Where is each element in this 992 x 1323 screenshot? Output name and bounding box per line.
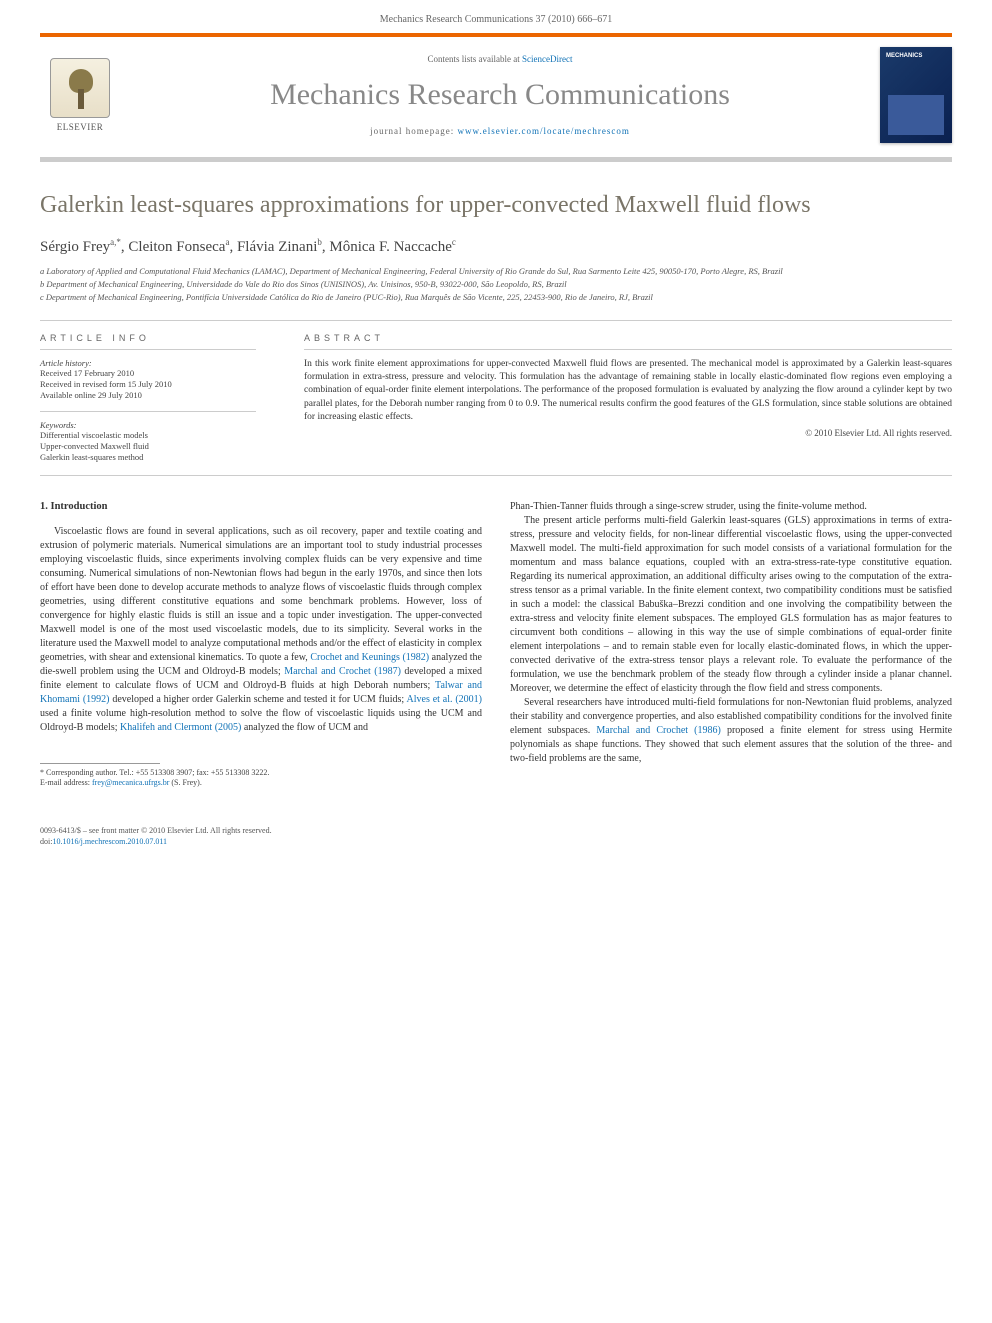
publisher-logo: ELSEVIER <box>40 50 120 140</box>
publisher-name: ELSEVIER <box>57 122 104 132</box>
contents-prefix: Contents lists available at <box>428 54 522 64</box>
abstract-column: ABSTRACT In this work finite element app… <box>280 333 952 463</box>
journal-homepage-link[interactable]: www.elsevier.com/locate/mechrescom <box>458 126 630 136</box>
keyword: Galerkin least-squares method <box>40 452 256 463</box>
elsevier-tree-icon <box>50 58 110 118</box>
author-list: Sérgio Freya,*, Cleiton Fonsecaa, Flávia… <box>40 237 952 256</box>
journal-cover-thumbnail <box>880 47 952 143</box>
footnote-separator <box>40 763 160 764</box>
email-label: E-mail address: <box>40 778 92 787</box>
section-heading: 1. Introduction <box>40 500 482 515</box>
info-divider <box>40 411 256 412</box>
article-title: Galerkin least-squares approximations fo… <box>40 192 952 219</box>
doi-label: doi: <box>40 837 52 846</box>
sciencedirect-link[interactable]: ScienceDirect <box>522 54 572 64</box>
keyword: Upper-convected Maxwell fluid <box>40 441 256 452</box>
abstract-heading: ABSTRACT <box>304 333 952 350</box>
article-info-heading: ARTICLE INFO <box>40 333 256 350</box>
affiliation: b Department of Mechanical Engineering, … <box>40 279 952 291</box>
email-suffix: (S. Frey). <box>169 778 201 787</box>
journal-center-block: Contents lists available at ScienceDirec… <box>136 54 864 136</box>
journal-homepage-line: journal homepage: www.elsevier.com/locat… <box>136 126 864 136</box>
right-column: Phan-Thien-Tanner fluids through a singe… <box>510 500 952 788</box>
doi-line: doi:10.1016/j.mechrescom.2010.07.011 <box>40 837 952 847</box>
history-item: Received 17 February 2010 <box>40 368 256 379</box>
running-header: Mechanics Research Communications 37 (20… <box>0 0 992 33</box>
affiliations-block: a Laboratory of Applied and Computationa… <box>40 266 952 304</box>
keywords-label: Keywords: <box>40 420 256 430</box>
doi-link[interactable]: 10.1016/j.mechrescom.2010.07.011 <box>52 837 167 846</box>
body-columns: 1. Introduction Viscoelastic flows are f… <box>40 500 952 788</box>
abstract-copyright: © 2010 Elsevier Ltd. All rights reserved… <box>304 428 952 438</box>
affiliation: a Laboratory of Applied and Computationa… <box>40 266 952 278</box>
body-paragraph: Viscoelastic flows are found in several … <box>40 525 482 735</box>
page-footer: 0093-6413/$ – see front matter © 2010 El… <box>40 826 952 847</box>
history-item: Received in revised form 15 July 2010 <box>40 379 256 390</box>
abstract-text: In this work finite element approximatio… <box>304 358 952 424</box>
body-paragraph: Several researchers have introduced mult… <box>510 696 952 766</box>
journal-title: Mechanics Research Communications <box>136 78 864 112</box>
corresponding-author-note: * Corresponding author. Tel.: +55 513308… <box>40 768 482 778</box>
body-paragraph: Phan-Thien-Tanner fluids through a singe… <box>510 500 952 514</box>
contents-available-line: Contents lists available at ScienceDirec… <box>136 54 864 64</box>
history-label: Article history: <box>40 358 256 368</box>
article-info-column: ARTICLE INFO Article history: Received 1… <box>40 333 280 463</box>
info-abstract-row: ARTICLE INFO Article history: Received 1… <box>40 320 952 476</box>
affiliation: c Department of Mechanical Engineering, … <box>40 292 952 304</box>
email-footnote: E-mail address: frey@mecanica.ufrgs.br (… <box>40 778 482 788</box>
body-paragraph: The present article performs multi-field… <box>510 514 952 696</box>
homepage-prefix: journal homepage: <box>370 126 457 136</box>
email-link[interactable]: frey@mecanica.ufrgs.br <box>92 778 169 787</box>
journal-header: ELSEVIER Contents lists available at Sci… <box>40 37 952 158</box>
history-item: Available online 29 July 2010 <box>40 390 256 401</box>
keyword: Differential viscoelastic models <box>40 430 256 441</box>
left-column: 1. Introduction Viscoelastic flows are f… <box>40 500 482 788</box>
issn-line: 0093-6413/$ – see front matter © 2010 El… <box>40 826 952 836</box>
